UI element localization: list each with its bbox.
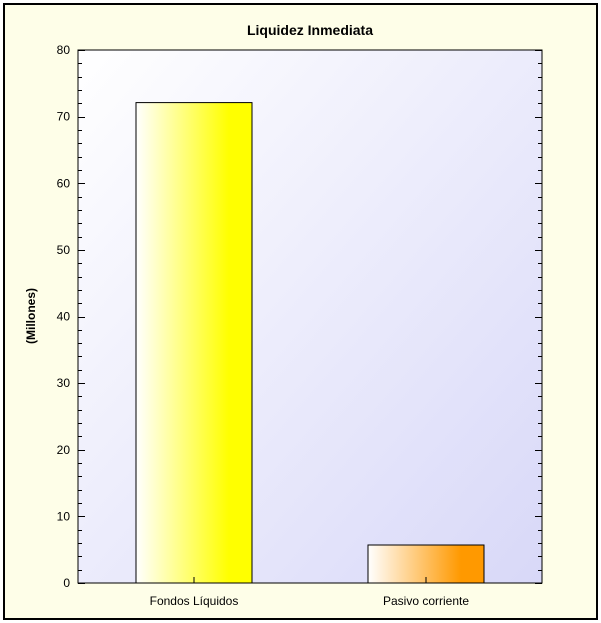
bar-chart: Liquidez Inmediata (Millones) 0 10 20 30 40 5…: [24, 22, 543, 608]
y-tick-label: 30: [57, 376, 71, 390]
y-tick-label: 0: [63, 576, 70, 590]
y-axis-label: (Millones): [24, 288, 38, 344]
y-axis: 0 10 20 30 40 50 60 70 80: [57, 43, 542, 590]
x-tick-label: Fondos Líquidos: [150, 594, 239, 608]
chart-frame: Liquidez Inmediata (Millones) 0 10 20 30 40 5…: [3, 3, 598, 620]
x-axis: Fondos Líquidos Pasivo corriente: [150, 577, 469, 608]
y-tick-label: 60: [57, 176, 71, 190]
bar-1: [135, 102, 253, 584]
y-tick-label: 10: [57, 509, 71, 523]
y-tick-label: 50: [57, 243, 71, 257]
y-tick-label: 70: [57, 110, 71, 124]
bar-2: [367, 544, 485, 584]
y-tick-label: 20: [57, 443, 71, 457]
y-tick-label: 40: [57, 310, 71, 324]
bars: [135, 102, 485, 584]
chart-title: Liquidez Inmediata: [247, 22, 373, 38]
y-tick-label: 80: [57, 43, 71, 57]
x-tick-label: Pasivo corriente: [383, 594, 469, 608]
